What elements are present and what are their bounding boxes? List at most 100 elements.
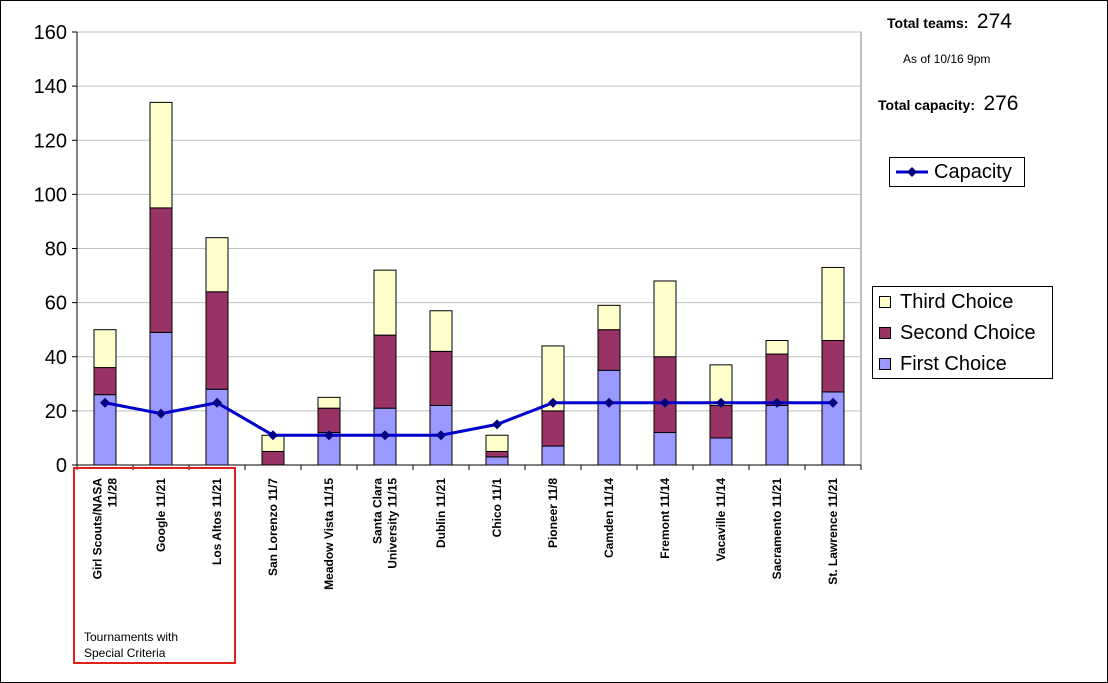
bar-second-choice — [541, 410, 565, 447]
bar-third-choice — [205, 237, 229, 293]
x-tick-label-line: Dublin 11/21 — [434, 478, 448, 548]
legend-swatch-second-choice — [879, 327, 891, 339]
bar-second-choice — [429, 350, 453, 406]
bar-third-choice — [149, 101, 173, 209]
bar-third-choice — [93, 329, 117, 369]
bar-first-choice — [149, 331, 173, 466]
x-tick-label-line: San Lorenzo 11/7 — [266, 478, 280, 576]
x-tick-label-line: St. Lawrence 11/21 — [826, 478, 840, 585]
bar-third-choice — [765, 340, 789, 355]
bar-second-choice — [485, 450, 509, 458]
total-capacity-value: 276 — [983, 92, 1019, 115]
capacity-point — [212, 397, 222, 408]
special-criteria-box — [73, 467, 236, 664]
capacity-point — [548, 397, 558, 408]
bar-second-choice — [653, 356, 677, 434]
capacity-legend-icon — [896, 167, 928, 177]
capacity-point — [660, 397, 670, 408]
legend-label-first-choice: First Choice — [900, 353, 1007, 375]
capacity-legend: Capacity — [889, 157, 1025, 187]
x-tick-label-line: Girl Scouts/NASA — [91, 478, 105, 580]
capacity-point — [436, 430, 446, 441]
capacity-point — [380, 430, 390, 441]
y-tick-label: 40 — [45, 347, 67, 369]
y-tick-label: 20 — [45, 401, 67, 423]
y-tick-label: 80 — [45, 239, 67, 261]
capacity-legend-label: Capacity — [934, 161, 1012, 183]
bar-first-choice — [541, 445, 565, 466]
capacity-point — [324, 430, 334, 441]
x-tick-label: Meadow Vista 11/15 — [322, 478, 336, 590]
gridlines — [77, 31, 861, 412]
bar-third-choice — [653, 280, 677, 358]
bar-second-choice — [373, 334, 397, 409]
x-tick-label-line: University 11/15 — [386, 478, 400, 569]
x-tick-label-line: Camden 11/14 — [602, 478, 616, 558]
bar-first-choice — [653, 432, 677, 466]
capacity-point — [716, 397, 726, 408]
x-tick-label: Santa Clara University 11/15 — [371, 478, 400, 569]
total-teams-label: Total teams: — [887, 15, 969, 31]
x-tick-label-line: 11/28 — [106, 478, 120, 508]
bar-third-choice — [317, 396, 341, 409]
special-criteria-note: Tournaments with Special Criteria — [84, 630, 179, 660]
bar-first-choice — [597, 369, 621, 466]
x-tick-label-line: Vacaville 11/14 — [714, 478, 728, 562]
x-tick-label: San Lorenzo 11/7 — [266, 478, 280, 576]
y-tick-labels: 0 20 40 60 80 100 120 140 160 — [34, 22, 67, 477]
x-tick-label: Google 11/21 — [154, 478, 168, 552]
x-tick-label-line: Fremont 11/14 — [658, 478, 672, 559]
bars — [93, 101, 845, 466]
x-tick-label: Pioneer 11/8 — [546, 478, 560, 548]
bar-third-choice — [821, 266, 845, 342]
x-tick-label-line: Pioneer 11/8 — [546, 478, 560, 548]
legend-swatch-third-choice — [879, 296, 891, 308]
bar-second-choice — [317, 407, 341, 434]
bar-second-choice — [765, 353, 789, 406]
bar-first-choice — [765, 404, 789, 466]
x-tick-label: St. Lawrence 11/21 — [826, 478, 840, 585]
y-tick-label: 100 — [34, 184, 67, 206]
x-tick-label: Vacaville 11/14 — [714, 478, 728, 562]
bar-third-choice — [373, 269, 397, 336]
x-tick-label: Girl Scouts/NASA 11/28 — [91, 478, 120, 580]
capacity-point — [100, 397, 110, 408]
capacity-line — [100, 397, 838, 441]
bar-first-choice — [709, 437, 733, 466]
bar-third-choice — [541, 345, 565, 412]
x-tick-label-line: Meadow Vista 11/15 — [322, 478, 336, 590]
x-tick-label: Los Altos 11/21 — [210, 478, 224, 565]
bar-second-choice — [93, 367, 117, 396]
y-tick-label: 120 — [34, 130, 67, 152]
legend-label-second-choice: Second Choice — [900, 322, 1036, 344]
bar-second-choice — [149, 207, 173, 333]
y-tick-label: 160 — [34, 22, 67, 44]
capacity-point — [604, 397, 614, 408]
as-of-timestamp: As of 10/16 9pm — [903, 52, 991, 66]
total-capacity-label: Total capacity: — [878, 97, 975, 113]
x-tick-label: Chico 11/1 — [490, 478, 504, 538]
x-tick-label-line: Sacramento 11/21 — [770, 478, 784, 580]
x-tick-label: Sacramento 11/21 — [770, 478, 784, 580]
y-tick-label: 60 — [45, 293, 67, 315]
bar-legend: Third Choice Second Choice First Choice — [872, 286, 1053, 379]
x-tick-labels: Girl Scouts/NASA 11/28 Google 11/21 Los Alt… — [91, 478, 841, 590]
bar-third-choice — [485, 434, 509, 452]
total-capacity: Total capacity: 276 — [878, 92, 1019, 116]
bar-second-choice — [205, 291, 229, 390]
y-tick-label: 140 — [34, 76, 67, 98]
capacity-point — [492, 419, 502, 430]
legend-label-third-choice: Third Choice — [900, 291, 1014, 313]
total-teams: Total teams: 274 — [887, 10, 1012, 34]
bar-first-choice — [485, 456, 509, 466]
x-tick-label: Fremont 11/14 — [658, 478, 672, 559]
capacity-point — [268, 430, 278, 441]
x-tick-label-line: Chico 11/1 — [490, 478, 504, 538]
x-tick-label-line: Google 11/21 — [154, 478, 168, 552]
bar-second-choice — [709, 404, 733, 439]
bar-second-choice — [597, 329, 621, 371]
x-tick-label: Dublin 11/21 — [434, 478, 448, 548]
total-teams-value: 274 — [976, 10, 1012, 33]
capacity-point — [772, 397, 782, 408]
